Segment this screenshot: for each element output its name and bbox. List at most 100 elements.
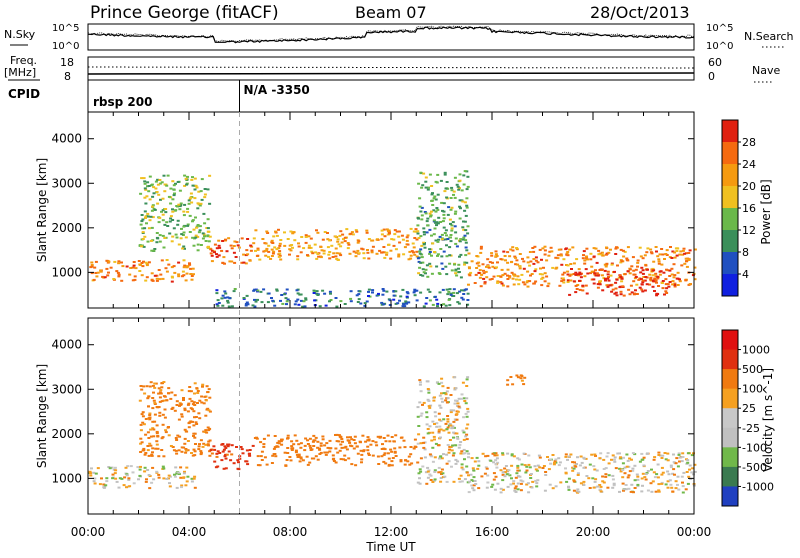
heatmap-cell	[445, 288, 449, 291]
heatmap-cell	[217, 239, 221, 242]
heatmap-cell	[150, 272, 154, 275]
heatmap-cell	[226, 445, 230, 448]
heatmap-cell	[142, 245, 146, 248]
heatmap-cell	[462, 183, 466, 186]
heatmap-cell	[316, 446, 320, 449]
freq-left-unit: [MHz]	[4, 66, 36, 79]
heatmap-cell	[189, 420, 193, 423]
heatmap-cell	[510, 261, 513, 264]
heatmap-cell	[151, 420, 155, 423]
heatmap-cell	[623, 472, 627, 475]
heatmap-cell	[405, 291, 409, 294]
heatmap-cell	[246, 253, 250, 256]
heatmap-cell	[637, 278, 641, 281]
heatmap-cell	[433, 295, 437, 298]
noise-right-tick-top: 10^5	[706, 23, 733, 34]
heatmap-cell	[155, 406, 159, 408]
heatmap-cell	[462, 220, 465, 223]
heatmap-cell	[549, 246, 553, 249]
heatmap-cell	[564, 467, 567, 470]
heatmap-cell	[246, 238, 250, 240]
heatmap-cell	[157, 476, 161, 479]
heatmap-cell	[627, 474, 631, 477]
heatmap-cell	[566, 251, 570, 253]
heatmap-cell	[584, 268, 588, 271]
heatmap-cell	[506, 379, 510, 382]
heatmap-cell	[418, 252, 422, 255]
heatmap-cell	[206, 443, 210, 446]
heatmap-cell	[319, 246, 323, 248]
heatmap-cell	[288, 456, 292, 458]
heatmap-cell	[456, 185, 460, 188]
heatmap-cell	[614, 287, 618, 290]
heatmap-cell	[148, 416, 152, 419]
heatmap-cell	[265, 230, 269, 233]
heatmap-cell	[385, 251, 389, 254]
heatmap-cell	[343, 240, 347, 243]
heatmap-cell	[221, 443, 225, 445]
heatmap-cell	[470, 484, 474, 487]
heatmap-cell	[521, 257, 524, 260]
heatmap-cell	[492, 478, 496, 481]
heatmap-cell	[537, 454, 541, 457]
heatmap-cell	[159, 392, 163, 395]
heatmap-cell	[403, 446, 407, 449]
heatmap-cell	[172, 265, 176, 268]
heatmap-cell	[466, 225, 470, 228]
heatmap-cell	[470, 260, 474, 263]
heatmap-cell	[477, 264, 481, 267]
heatmap-cell	[113, 260, 117, 263]
heatmap-cell	[467, 283, 470, 286]
heatmap-cell	[140, 177, 144, 180]
heatmap-cell	[227, 237, 231, 240]
heatmap-cell	[371, 289, 375, 292]
heatmap-cell	[270, 255, 274, 257]
heatmap-cell	[181, 270, 185, 273]
heatmap-cell	[216, 304, 220, 307]
heatmap-cell	[164, 267, 168, 270]
heatmap-cell	[335, 305, 339, 308]
heatmap-cell	[606, 270, 610, 273]
heatmap-cell	[299, 446, 303, 449]
heatmap-cell	[170, 266, 174, 269]
heatmap-cell	[606, 277, 610, 280]
heatmap-cell	[458, 179, 462, 182]
heatmap-cell	[560, 263, 564, 266]
heatmap-cell	[164, 429, 168, 432]
heatmap-cell	[310, 448, 314, 451]
heatmap-cell	[107, 271, 110, 274]
heatmap-cell	[454, 387, 458, 390]
heatmap-cell	[399, 460, 403, 463]
colorbar-tick-label: 1000	[742, 344, 770, 357]
heatmap-cell	[656, 255, 660, 258]
heatmap-cell	[297, 443, 301, 446]
heatmap-cell	[459, 238, 463, 241]
heatmap-cell	[205, 431, 209, 434]
heatmap-cell	[413, 253, 417, 256]
heatmap-cell	[208, 410, 212, 413]
heatmap-cell	[172, 194, 176, 197]
heatmap-cell	[681, 485, 685, 488]
heatmap-cell	[201, 445, 205, 448]
heatmap-cell	[222, 256, 226, 259]
heatmap-cell	[256, 464, 260, 467]
heatmap-cell	[220, 297, 224, 300]
heatmap-cell	[684, 279, 688, 282]
heatmap-cell	[660, 482, 664, 485]
heatmap-cell	[619, 457, 623, 460]
heatmap-cell	[391, 457, 395, 459]
heatmap-cell	[509, 248, 513, 251]
heatmap-cell	[449, 234, 453, 236]
heatmap-cell	[521, 281, 525, 284]
heatmap-cell	[162, 455, 166, 458]
x-tick-label: 00:00	[71, 525, 106, 539]
heatmap-cell	[294, 300, 298, 303]
heatmap-cell	[183, 409, 187, 412]
heatmap-cell	[385, 228, 389, 231]
heatmap-cell	[224, 447, 228, 449]
heatmap-cell	[418, 468, 422, 471]
heatmap-cell	[449, 208, 453, 211]
heatmap-cell	[412, 291, 416, 294]
heatmap-cell	[495, 466, 499, 469]
